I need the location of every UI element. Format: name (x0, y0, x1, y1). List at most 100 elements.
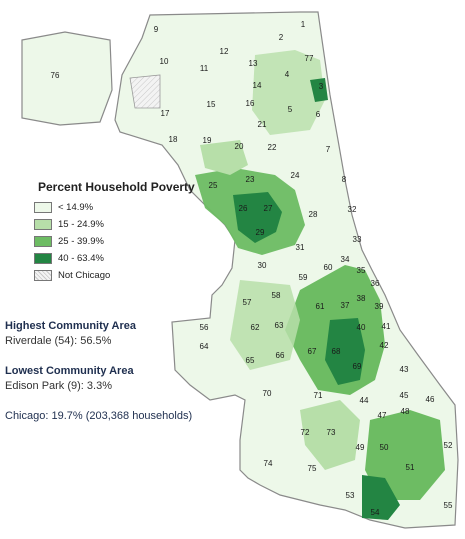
community-area-label: 26 (239, 204, 248, 213)
legend-item: < 14.9% (34, 199, 204, 216)
lowest-value: Edison Park (9): 3.3% (5, 380, 112, 392)
community-area-label: 70 (263, 389, 272, 398)
ohare-area (21, 31, 113, 126)
legend-item-label: < 14.9% (58, 202, 94, 213)
legend-swatch (34, 219, 52, 230)
city-summary: Chicago: 19.7% (203,368 households) (5, 410, 193, 422)
community-area-label: 42 (380, 341, 389, 350)
legend: Percent Household Poverty < 14.9% 15 - 2… (34, 180, 204, 284)
legend-item: Not Chicago (34, 267, 204, 284)
region-west-side-core (233, 192, 282, 243)
legend-item: 15 - 24.9% (34, 216, 204, 233)
community-area-label: 77 (305, 54, 314, 63)
community-area-label: 41 (382, 322, 391, 331)
not-chicago-area (129, 74, 161, 109)
community-area-label: 68 (332, 347, 341, 356)
region-roseland (300, 400, 360, 470)
community-area-label: 72 (301, 428, 310, 437)
community-area-label: 53 (346, 491, 355, 500)
region-riverdale (362, 475, 400, 520)
community-area-label: 20 (235, 142, 244, 151)
lowest-block: Lowest Community Area Edison Park (9): 3… (5, 365, 192, 392)
community-area-label: 75 (308, 464, 317, 473)
community-area-label: 45 (400, 391, 409, 400)
community-area-label: 3 (319, 82, 324, 91)
community-area-label: 4 (285, 70, 290, 79)
community-area-label: 34 (341, 255, 350, 264)
community-area-label: 43 (400, 365, 409, 374)
legend-swatch (34, 236, 52, 247)
community-area-label: 32 (348, 205, 357, 214)
summary-stats: Highest Community Area Riverdale (54): 5… (5, 320, 192, 440)
community-area-label: 73 (327, 428, 336, 437)
community-area-label: 49 (356, 443, 365, 452)
community-area-label: 9 (154, 25, 159, 34)
community-area-label: 65 (246, 356, 255, 365)
highest-block: Highest Community Area Riverdale (54): 5… (5, 320, 192, 347)
community-area-label: 61 (316, 302, 325, 311)
community-area-label: 63 (275, 321, 284, 330)
community-area-label: 46 (426, 395, 435, 404)
community-area-label: 2 (279, 33, 284, 42)
region-uptown (310, 78, 328, 102)
legend-item: 40 - 63.4% (34, 250, 204, 267)
community-area-label: 6 (316, 110, 321, 119)
region-humboldt (200, 140, 248, 175)
community-area-label: 54 (371, 508, 380, 517)
community-area-label: 69 (353, 362, 362, 371)
community-area-label: 38 (357, 294, 366, 303)
community-area-label: 67 (308, 347, 317, 356)
community-area-label: 18 (169, 135, 178, 144)
community-area-label: 7 (326, 145, 331, 154)
community-area-label: 25 (209, 181, 218, 190)
community-area-label: 16 (246, 99, 255, 108)
community-area-label: 48 (401, 407, 410, 416)
community-area-label: 59 (299, 273, 308, 282)
legend-swatch (34, 270, 52, 281)
community-area-label: 12 (220, 47, 229, 56)
community-area-label: 57 (243, 298, 252, 307)
region-south-core (325, 318, 365, 385)
community-area-label: 44 (360, 396, 369, 405)
highest-heading: Highest Community Area (5, 320, 137, 332)
community-area-label: 50 (380, 443, 389, 452)
community-area-label: 31 (296, 243, 305, 252)
region-north-side (252, 50, 325, 135)
community-area-label: 39 (375, 302, 384, 311)
community-area-label: 23 (246, 175, 255, 184)
community-area-label: 15 (207, 100, 216, 109)
community-area-label: 29 (256, 228, 265, 237)
community-area-label: 19 (203, 136, 212, 145)
legend-item: 25 - 39.9% (34, 233, 204, 250)
community-area-label: 66 (276, 351, 285, 360)
community-area-label: 24 (291, 171, 300, 180)
community-area-label: 47 (378, 411, 387, 420)
region-southwest (230, 280, 300, 370)
community-area-label: 5 (288, 105, 293, 114)
community-area-label: 10 (160, 57, 169, 66)
legend-item-label: 15 - 24.9% (58, 219, 104, 230)
community-area-label: 58 (272, 291, 281, 300)
community-area-label: 8 (342, 175, 347, 184)
community-area-label: 64 (200, 342, 209, 351)
legend-title: Percent Household Poverty (38, 180, 195, 194)
community-area-label: 56 (200, 323, 209, 332)
community-area-label: 27 (264, 204, 273, 213)
community-area-label: 36 (371, 279, 380, 288)
community-area-label: 51 (406, 463, 415, 472)
community-area-label: 37 (341, 301, 350, 310)
community-area-label: 52 (444, 441, 453, 450)
highest-value: Riverdale (54): 56.5% (5, 335, 112, 347)
community-area-label: 13 (249, 59, 258, 68)
community-area-label: 17 (161, 109, 170, 118)
community-area-label: 1 (301, 20, 306, 29)
legend-swatch (34, 202, 52, 213)
community-area-label: 21 (258, 120, 267, 129)
community-area-label: 62 (251, 323, 260, 332)
community-area-label: 74 (264, 459, 273, 468)
community-area-label: 11 (200, 64, 209, 73)
legend-item-label: 40 - 63.4% (58, 253, 104, 264)
community-area-label: 28 (309, 210, 318, 219)
community-area-label: 22 (268, 143, 277, 152)
